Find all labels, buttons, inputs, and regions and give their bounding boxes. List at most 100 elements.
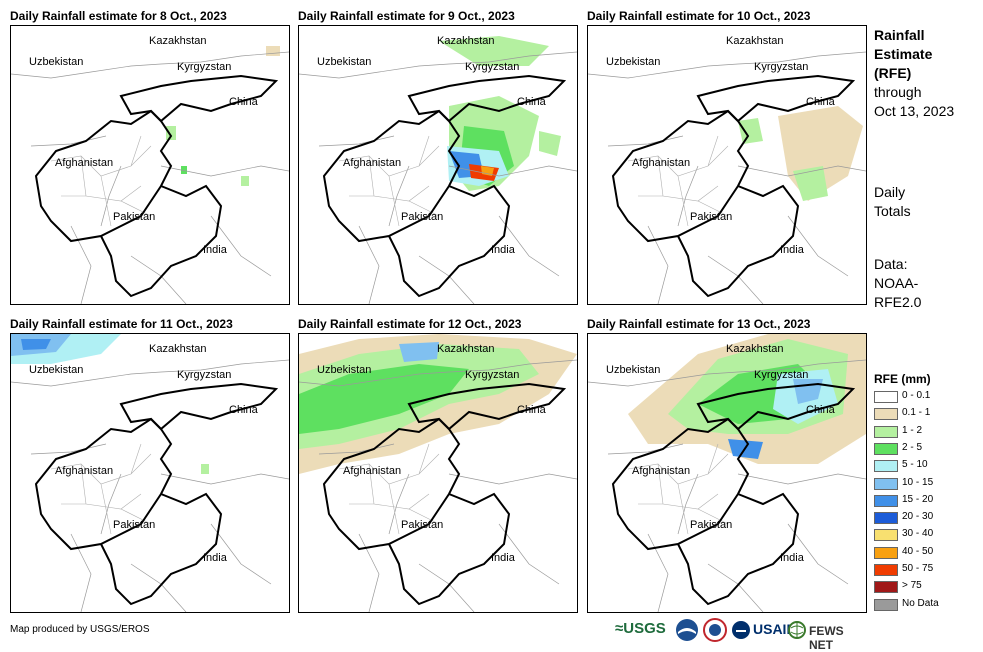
legend-swatch: [874, 425, 898, 438]
map-panel-oct-9: Kazakhstan Uzbekistan Kyrgyzstan China A…: [298, 25, 578, 305]
label-china: China: [806, 404, 835, 416]
map-svg-oct-11: [11, 334, 289, 612]
label-kyrgyzstan: Kyrgyzstan: [754, 369, 809, 381]
label-afghanistan: Afghanistan: [632, 465, 691, 477]
label-afghanistan: Afghanistan: [55, 465, 114, 477]
map-credit: Map produced by USGS/EROS: [10, 624, 150, 635]
legend-label: 40 - 50: [902, 545, 934, 557]
panel-title-oct-12: Daily Rainfall estimate for 12 Oct., 202…: [298, 317, 522, 331]
label-uzbekistan: Uzbekistan: [29, 364, 84, 376]
sidebar-title-line2: Estimate: [874, 46, 933, 62]
sidebar-daily: Daily: [874, 184, 906, 200]
label-china: China: [806, 96, 835, 108]
sidebar-title-line1: Rainfall: [874, 27, 925, 43]
label-kyrgyzstan: Kyrgyzstan: [465, 369, 520, 381]
map-panel-oct-13: Kazakhstan Uzbekistan Kyrgyzstan China A…: [587, 333, 867, 613]
sidebar-source-line1: NOAA-: [874, 275, 919, 291]
fews-net-globe-icon: [788, 621, 806, 639]
map-svg-oct-9: [299, 36, 577, 304]
legend-swatch: [874, 564, 898, 576]
label-kyrgyzstan: Kyrgyzstan: [177, 369, 232, 381]
label-pakistan: Pakistan: [401, 211, 444, 223]
sidebar-title: Rainfall Estimate (RFE) through Oct 13, …: [874, 26, 954, 121]
legend-label: 15 - 20: [902, 493, 934, 505]
legend-label: 20 - 30: [902, 511, 934, 523]
label-pakistan: Pakistan: [401, 519, 444, 531]
label-india: India: [780, 244, 804, 256]
label-pakistan: Pakistan: [690, 211, 733, 223]
label-kazakhstan: Kazakhstan: [726, 343, 784, 355]
label-uzbekistan: Uzbekistan: [606, 364, 661, 376]
sidebar-source-line2: RFE2.0: [874, 294, 922, 310]
sidebar-totals: Totals: [874, 203, 911, 219]
label-pakistan: Pakistan: [113, 211, 156, 223]
label-afghanistan: Afghanistan: [632, 157, 691, 169]
label-pakistan: Pakistan: [113, 519, 156, 531]
legend-label: > 75: [902, 580, 922, 592]
label-india: India: [491, 552, 515, 564]
label-china: China: [229, 404, 258, 416]
legend-label: 10 - 15: [902, 476, 934, 488]
panel-title-oct-13: Daily Rainfall estimate for 13 Oct., 202…: [587, 317, 811, 331]
usgs-logo: ≈USGS: [615, 620, 666, 637]
map-svg-oct-8: [11, 46, 289, 304]
legend-label: 5 - 10: [902, 459, 928, 471]
label-uzbekistan: Uzbekistan: [606, 56, 661, 68]
sidebar-date: Oct 13, 2023: [874, 103, 955, 119]
label-kazakhstan: Kazakhstan: [437, 35, 495, 47]
legend-swatch: [874, 442, 898, 455]
label-kazakhstan: Kazakhstan: [726, 35, 784, 47]
fews-net-logo: FEWS NET: [809, 624, 844, 652]
noaa-logo-icon: [676, 619, 698, 641]
legend-swatch: [874, 512, 898, 525]
label-uzbekistan: Uzbekistan: [317, 364, 372, 376]
map-panel-oct-11: Kazakhstan Uzbekistan Kyrgyzstan China A…: [10, 333, 290, 613]
label-china: China: [229, 96, 258, 108]
logo-strip: ≈USGS USAID FEWS NET: [615, 618, 865, 652]
label-india: India: [491, 244, 515, 256]
panel-title-oct-8: Daily Rainfall estimate for 8 Oct., 2023: [10, 9, 227, 23]
panel-title-oct-9: Daily Rainfall estimate for 9 Oct., 2023: [298, 9, 515, 23]
map-panel-oct-8: Kazakhstan Uzbekistan Kyrgyzstan China A…: [10, 25, 290, 305]
label-india: India: [203, 552, 227, 564]
label-kazakhstan: Kazakhstan: [149, 35, 207, 47]
legend-swatch: [874, 598, 898, 611]
map-panel-oct-10: Kazakhstan Uzbekistan Kyrgyzstan China A…: [587, 25, 867, 305]
panel-title-oct-10: Daily Rainfall estimate for 10 Oct., 202…: [587, 9, 811, 23]
legend-label: 1 - 2: [902, 424, 923, 436]
legend-swatch: [874, 391, 898, 403]
nws-logo-icon: [703, 618, 727, 642]
label-uzbekistan: Uzbekistan: [317, 56, 372, 68]
sidebar-data-label: Data:: [874, 256, 908, 272]
usaid-logo: USAID: [753, 621, 797, 637]
legend-label: 30 - 40: [902, 528, 934, 540]
label-afghanistan: Afghanistan: [343, 157, 402, 169]
legend-label: 50 - 75: [902, 563, 934, 574]
label-china: China: [517, 404, 546, 416]
sidebar-title-line3: (RFE): [874, 65, 912, 81]
map-svg-oct-12: [299, 334, 577, 612]
label-india: India: [780, 552, 804, 564]
legend-swatch: [874, 546, 898, 559]
sidebar-data-source: Data: NOAA- RFE2.0: [874, 255, 921, 312]
panel-title-oct-11: Daily Rainfall estimate for 11 Oct., 202…: [10, 317, 233, 331]
legend-swatch: [874, 494, 898, 507]
label-afghanistan: Afghanistan: [343, 465, 402, 477]
usaid-seal-icon: [732, 621, 750, 639]
sidebar-daily-totals: Daily Totals: [874, 183, 911, 221]
map-svg-oct-13: [588, 334, 866, 612]
map-panel-oct-12: Kazakhstan Uzbekistan Kyrgyzstan China A…: [298, 333, 578, 613]
legend-title: RFE (mm): [874, 372, 931, 386]
legend-swatch: [874, 477, 898, 490]
legend-label: 2 - 5: [902, 441, 923, 453]
label-pakistan: Pakistan: [690, 519, 733, 531]
label-uzbekistan: Uzbekistan: [29, 56, 84, 68]
label-kyrgyzstan: Kyrgyzstan: [177, 61, 232, 73]
label-china: China: [517, 96, 546, 108]
sidebar-through: through: [874, 84, 922, 100]
label-india: India: [203, 244, 227, 256]
legend-swatch: [874, 581, 898, 594]
label-kazakhstan: Kazakhstan: [149, 343, 207, 355]
legend-label: No Data: [902, 597, 939, 609]
label-kyrgyzstan: Kyrgyzstan: [465, 61, 520, 73]
